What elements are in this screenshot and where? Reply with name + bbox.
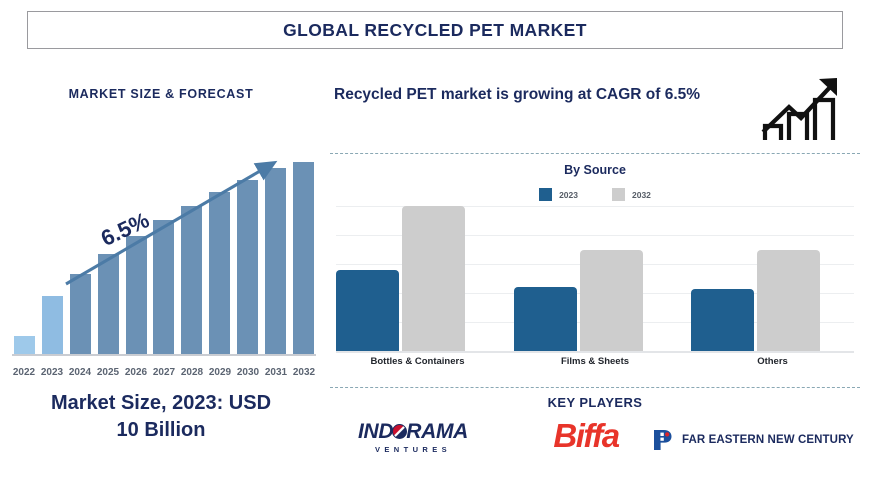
- legend-swatch: [612, 188, 625, 201]
- category-label: Others: [757, 356, 788, 367]
- indorama-ventures-logo: IND RAMA VENTURES: [338, 420, 488, 454]
- forecast-bar: [237, 180, 259, 354]
- forecast-axis-label: 2023: [40, 367, 64, 378]
- bar-group: [513, 206, 677, 351]
- bar-group: [336, 206, 499, 351]
- page-title: GLOBAL RECYCLED PET MARKET: [283, 19, 587, 40]
- segment-panel: Recycled PET market is growing at CAGR o…: [322, 60, 870, 489]
- bar-group: [691, 206, 854, 351]
- indorama-word-tail: RAMA: [406, 420, 469, 443]
- cagr-statement: Recycled PET market is growing at CAGR o…: [334, 86, 701, 103]
- forecast-axis-label: 2024: [68, 367, 92, 378]
- bar-2023: [513, 287, 577, 351]
- forecast-axis-label: 2025: [96, 367, 120, 378]
- forecast-bar-slot: [97, 158, 119, 354]
- legend-label: 2032: [632, 189, 651, 200]
- chart-baseline: [336, 351, 854, 353]
- forecast-bar-slot: [209, 158, 231, 354]
- market-size-footer-line1: Market Size, 2023: USD: [50, 392, 272, 414]
- forecast-bar: [292, 162, 314, 354]
- far-eastern-new-century-logo: FAR EASTERN NEW CENTURY: [652, 428, 854, 452]
- forecast-axis-label: 2030: [236, 367, 260, 378]
- forecast-bar: [69, 274, 91, 354]
- market-size-footer: Market Size, 2023: USD 10 Billion: [0, 390, 322, 444]
- gridline: [336, 235, 854, 236]
- bar-chart-growth-arrow-icon: [761, 78, 837, 140]
- forecast-bar-slot: [125, 158, 147, 354]
- forecast-bar-slot: [237, 158, 259, 354]
- title-box: GLOBAL RECYCLED PET MARKET: [27, 11, 843, 49]
- forecast-bar: [209, 192, 231, 354]
- indorama-wordmark: IND RAMA: [358, 420, 468, 444]
- forecast-axis-label: 2032: [292, 367, 316, 378]
- legend-item[interactable]: 2032: [612, 188, 651, 201]
- market-size-forecast-chart: 2022 2023 2024 2025 2026 2027 2028 2029 2030 2031…: [10, 152, 318, 382]
- forecast-bar: [265, 168, 287, 354]
- fenc-wordmark: FAR EASTERN NEW CENTURY: [682, 434, 854, 446]
- market-size-panel: MARKET SIZE & FORECAST 2022 2023 2024 2025 2…: [0, 60, 322, 489]
- forecast-bar-slot: [265, 158, 287, 354]
- market-size-footer-line2: 10 Billion: [116, 419, 206, 441]
- market-size-heading: MARKET SIZE & FORECAST: [68, 87, 254, 101]
- chart-legend: 2023 2032: [330, 188, 860, 201]
- segment-title: By Source: [564, 163, 626, 177]
- forecast-axis-label: 2029: [208, 367, 232, 378]
- forecast-bar-slot: [181, 158, 203, 354]
- fenc-monogram-icon: [654, 430, 672, 450]
- forecast-bar: [125, 236, 147, 354]
- category-label: Films & Sheets: [560, 356, 630, 367]
- forecast-axis-label: 2026: [124, 367, 148, 378]
- forecast-bar: [41, 296, 63, 354]
- forecast-bar-slot: [14, 158, 35, 354]
- indorama-word-head: IND: [357, 420, 394, 443]
- forecast-bar-slot: [153, 158, 175, 354]
- chart-bar-groups: [336, 206, 854, 351]
- globe-icon: [392, 424, 408, 439]
- legend-label: 2023: [559, 189, 578, 200]
- legend-item[interactable]: 2023: [539, 188, 578, 201]
- gridline: [336, 206, 854, 207]
- bar-2032: [757, 249, 820, 351]
- bar-2023: [691, 288, 754, 351]
- divider-bottom: [330, 387, 860, 388]
- forecast-axis-label: 2031: [264, 367, 288, 378]
- forecast-bar: [181, 206, 203, 354]
- forecast-baseline: [12, 354, 316, 356]
- forecast-axis-label: 2022: [12, 367, 36, 378]
- indorama-subtitle: VENTURES: [374, 445, 452, 454]
- forecast-bar-slot: [69, 158, 91, 354]
- legend-swatch: [539, 188, 553, 201]
- chart-category-labels: Bottles & Containers Films & Sheets Others: [336, 356, 854, 367]
- divider-top: [330, 153, 860, 154]
- forecast-bar-slot: [41, 158, 63, 354]
- bar-2032: [402, 206, 465, 351]
- key-players-title: KEY PLAYERS: [547, 395, 643, 410]
- key-players-logos: IND RAMA VENTURES Biffa FAR EASTERN NEW C…: [330, 416, 860, 472]
- forecast-axis-label: 2028: [180, 367, 204, 378]
- forecast-bar-slot: [292, 158, 314, 354]
- forecast-x-axis: 2022 2023 2024 2025 2026 2027 2028 2029 2030 2031…: [10, 367, 318, 378]
- bar-2032: [579, 249, 643, 351]
- forecast-axis-label: 2027: [152, 367, 176, 378]
- forecast-bar: [14, 336, 35, 354]
- bar-2023: [336, 269, 399, 351]
- category-label: Bottles & Containers: [370, 356, 465, 367]
- forecast-bar: [153, 220, 175, 354]
- biffa-logo: Biffa: [553, 417, 620, 454]
- forecast-bars: [14, 158, 314, 354]
- by-source-bar-chart: Bottles & Containers Films & Sheets Others: [336, 206, 854, 368]
- forecast-bar: [97, 254, 119, 354]
